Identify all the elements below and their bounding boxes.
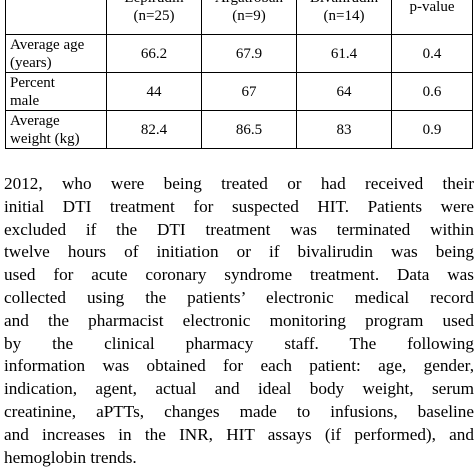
cell-line: Lepirudin xyxy=(124,0,183,6)
cell-line: weight (kg) xyxy=(10,130,80,147)
data-table: Lepirudin(n=25)Argatroban(n=9)Bivalirudi… xyxy=(5,0,473,149)
cell-line: (years) xyxy=(10,54,52,71)
header-cell: Bivalirudin(n=14) xyxy=(296,0,392,35)
value-cell: 0.9 xyxy=(391,110,473,149)
cell-line: Average age xyxy=(10,36,85,53)
text-line: by the clinical pharmacy staff. The foll… xyxy=(4,333,474,353)
table-row: Percent male 44 67 64 0.6 xyxy=(5,72,473,111)
header-cell: p-value xyxy=(391,0,473,35)
cell-line: Bivalirudin xyxy=(310,0,378,6)
header-row: Lepirudin(n=25)Argatroban(n=9)Bivalirudi… xyxy=(5,0,473,35)
cell-line: (n=25) xyxy=(133,7,175,24)
value-cell: 0.4 xyxy=(391,34,473,73)
text-line: 2012, who were being treated or had rece… xyxy=(4,174,474,193)
row-label: Percent male xyxy=(5,72,107,111)
body-text: 2012, who were being treated or had rece… xyxy=(4,173,474,469)
text-line: excluded if the DTI treatment was termin… xyxy=(4,219,474,239)
header-cell: Argatroban(n=9) xyxy=(201,0,297,35)
row-label: Average weight (kg) xyxy=(5,110,107,149)
header-cell: Lepirudin(n=25) xyxy=(106,0,202,35)
value-cell: 64 xyxy=(296,72,392,111)
cell-line: Argatroban xyxy=(215,0,283,6)
text-line: hemoglobin trends. xyxy=(4,447,137,467)
value-cell: 67.9 xyxy=(201,34,297,73)
cell-line: (n=14) xyxy=(323,7,365,24)
text-line: used for acute coronary syndrome treatme… xyxy=(4,265,474,285)
cell-line: Average xyxy=(10,112,60,129)
value-cell: 66.2 xyxy=(106,34,202,73)
value-cell: 44 xyxy=(106,72,202,111)
corner-cell xyxy=(5,0,107,35)
cell-line: (n=9) xyxy=(232,7,266,24)
row-label: Average age (years) xyxy=(5,34,107,73)
text-line: twelve hours of initiation or if bivalir… xyxy=(4,242,474,262)
cell-line: male xyxy=(10,92,40,109)
text-line: indication, agent, actual and ideal body… xyxy=(4,379,474,399)
value-cell: 67 xyxy=(201,72,297,111)
value-cell: 86.5 xyxy=(201,110,297,149)
text-line: information was obtained for each patien… xyxy=(4,356,474,376)
value-cell: 82.4 xyxy=(106,110,202,149)
cell-line: Percent xyxy=(10,74,55,91)
value-cell: 83 xyxy=(296,110,392,149)
text-line: and increases in the INR, HIT assays (if… xyxy=(4,424,474,444)
text-line: and the pharmacist electronic monitoring… xyxy=(4,310,474,330)
cell-line: p-value xyxy=(409,0,455,15)
value-cell: 0.6 xyxy=(391,72,473,111)
text-line: collected using the patients’ electronic… xyxy=(4,287,474,307)
text-line: initial DTI treatment for suspected HIT.… xyxy=(4,196,474,216)
text-line: creatinine, aPTTs, changes made to infus… xyxy=(4,401,474,421)
table-row: Average age (years) 66.2 67.9 61.4 0.4 xyxy=(5,34,473,73)
value-cell: 61.4 xyxy=(296,34,392,73)
table-row: Average weight (kg) 82.4 86.5 83 0.9 xyxy=(5,110,473,149)
